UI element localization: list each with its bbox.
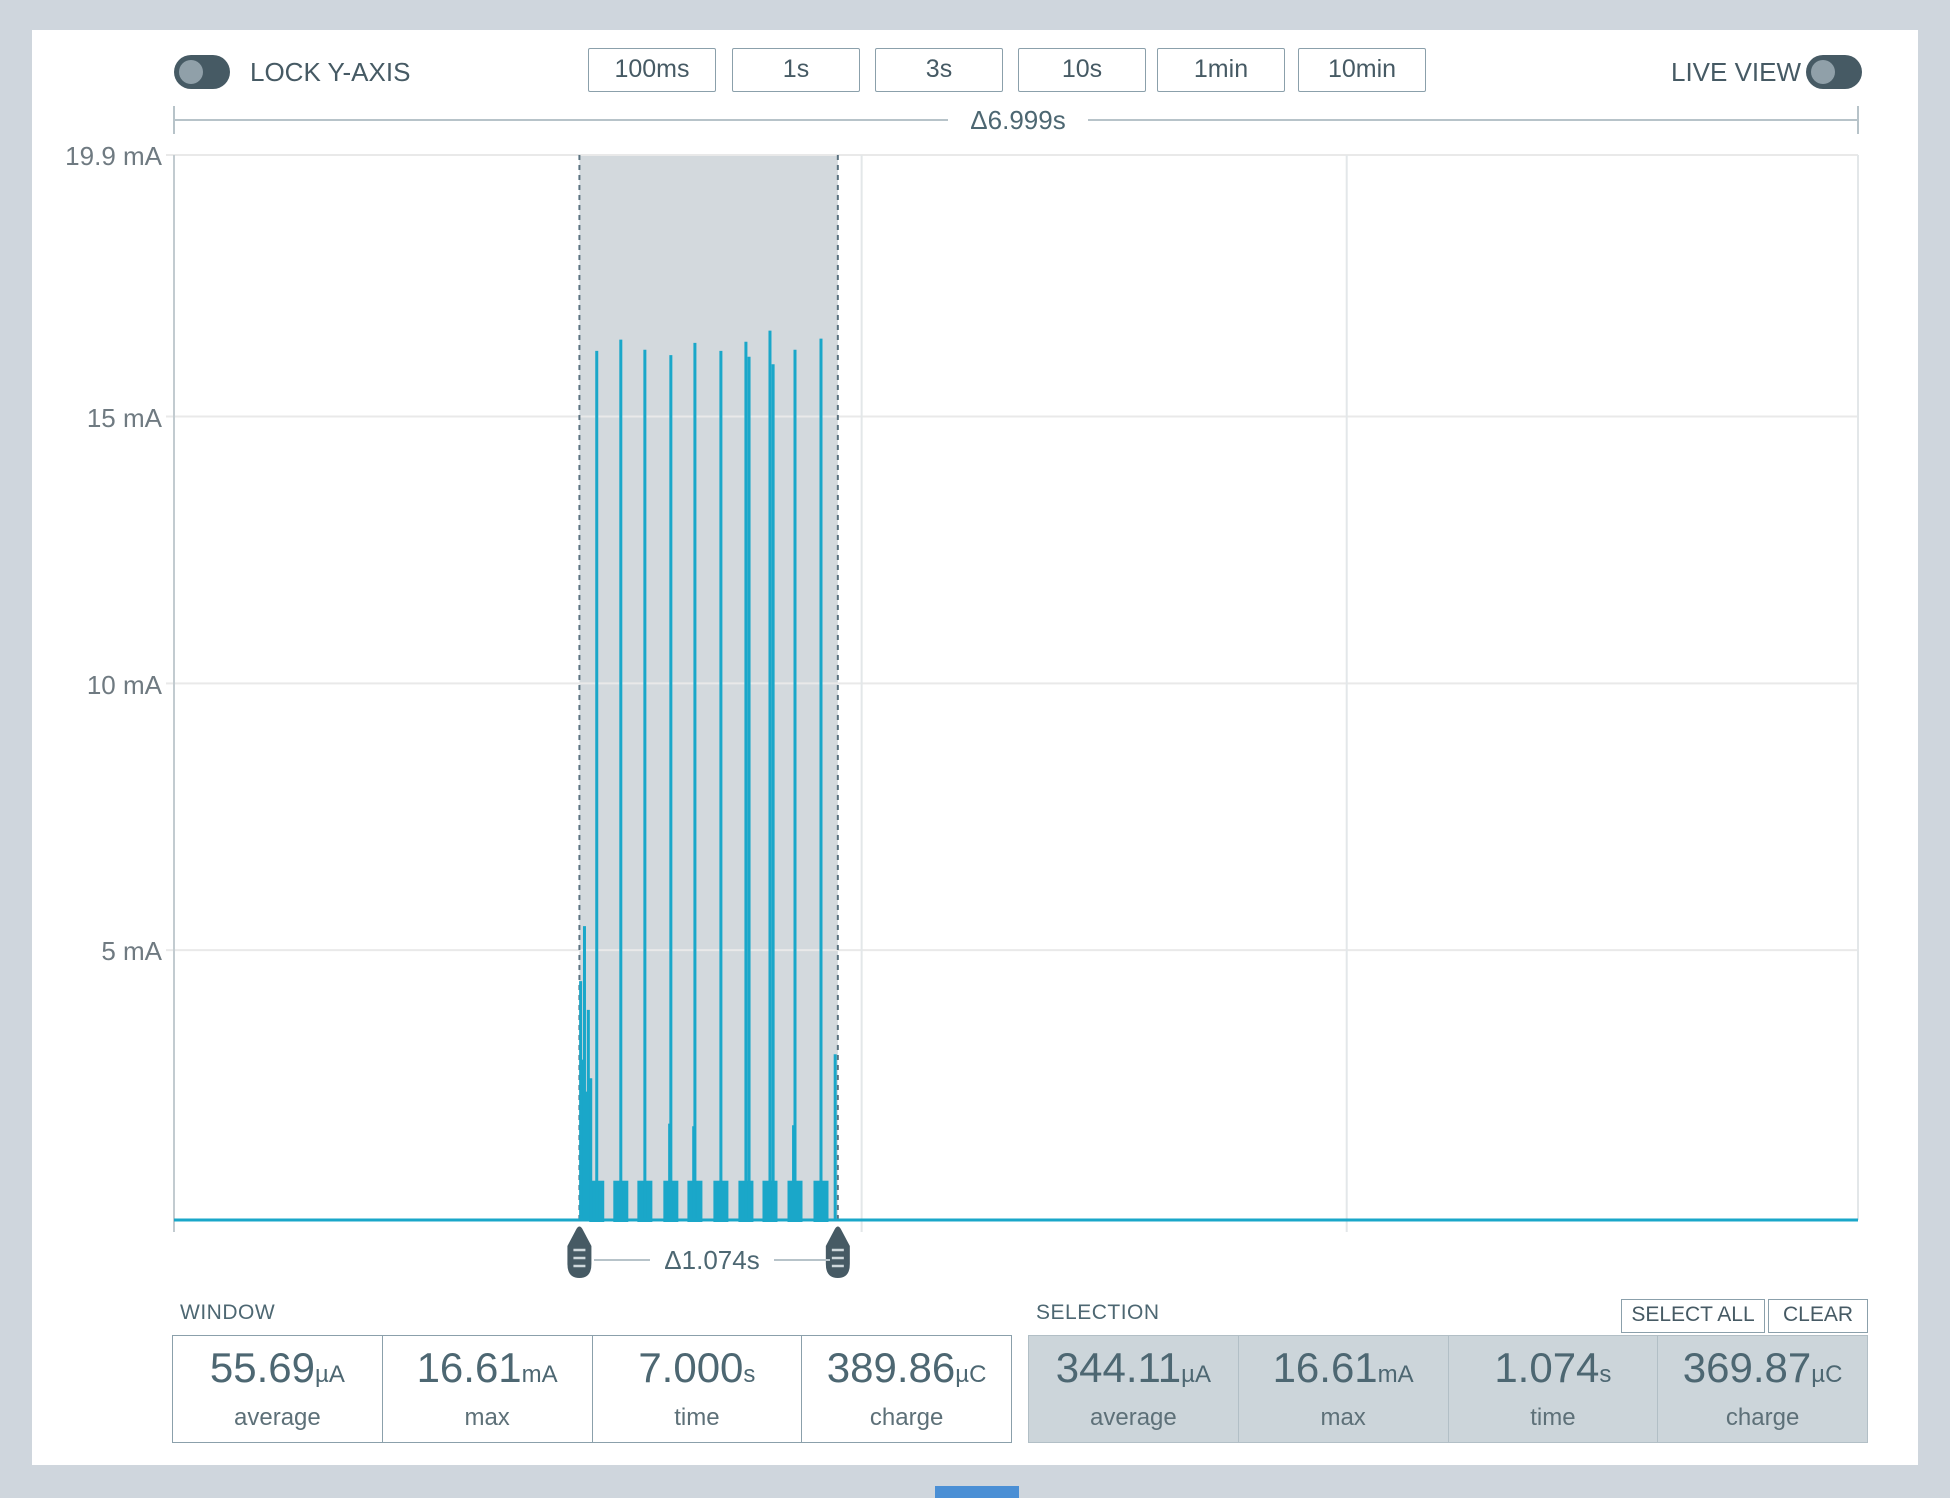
main-panel (32, 30, 1918, 1465)
window-stat-max: 16.61mA max (381, 1336, 592, 1442)
stat-label: max (1320, 1404, 1366, 1431)
window-button-1min[interactable]: 1min (1157, 48, 1285, 92)
selection-stat-time: 1.074s time (1447, 1336, 1658, 1442)
selection-handle-left[interactable] (567, 1226, 592, 1279)
stat-value: 369.87 (1682, 1344, 1812, 1391)
stat-label: average (1090, 1404, 1177, 1431)
stat-unit: µC (955, 1361, 987, 1388)
toggle-knob-icon (1811, 60, 1835, 84)
stat-value: 7.000 (638, 1344, 744, 1391)
stat-label: time (674, 1404, 720, 1431)
selection-stats-panel: 344.11µA average 16.61mA max 1.074s time… (1028, 1335, 1868, 1443)
stat-label: max (464, 1404, 510, 1431)
delta-connector-line (773, 1259, 830, 1261)
bottom-scroll-indicator[interactable] (935, 1486, 1019, 1498)
window-stat-charge: 389.86µC charge (801, 1336, 1011, 1442)
selection-delta-label: Δ1.074s (664, 1244, 760, 1275)
y-axis-tick-label: 15 mA (86, 403, 162, 433)
y-axis-tick-label: 5 mA (101, 936, 162, 966)
stat-label: charge (1725, 1404, 1800, 1431)
window-stats-title: WINDOW (180, 1301, 276, 1324)
stat-value: 344.11 (1055, 1344, 1182, 1391)
select-all-button[interactable]: SELECT ALL (1621, 1299, 1765, 1333)
stat-unit: s (1599, 1361, 1612, 1388)
window-button-10s[interactable]: 10s (1018, 48, 1146, 92)
window-button-100ms[interactable]: 100ms (588, 48, 716, 92)
lock-y-axis-toggle[interactable] (174, 55, 230, 89)
stat-value: 16.61 (1272, 1344, 1378, 1391)
toggle-knob-icon (179, 60, 203, 84)
y-axis-tick-label: 10 mA (86, 670, 162, 700)
selection-stat-charge: 369.87µC charge (1657, 1336, 1867, 1442)
clear-button[interactable]: CLEAR (1768, 1299, 1868, 1333)
selection-region[interactable] (579, 155, 838, 1221)
window-stats-panel: 55.69µA average 16.61mA max 7.000s time … (172, 1335, 1012, 1443)
stat-value: 1.074 (1494, 1344, 1600, 1391)
stat-unit: mA (521, 1361, 558, 1388)
selection-stat-max: 16.61mA max (1237, 1336, 1448, 1442)
delta-connector-line (594, 1259, 651, 1261)
live-view-toggle[interactable] (1806, 55, 1862, 89)
stat-unit: µA (315, 1361, 345, 1388)
stat-label: average (234, 1404, 321, 1431)
window-stat-time: 7.000s time (591, 1336, 802, 1442)
stat-unit: µA (1181, 1361, 1211, 1388)
stat-value: 16.61 (416, 1344, 522, 1391)
selection-delta: Δ1.074s (594, 1245, 830, 1275)
lock-y-axis-label: LOCK Y-AXIS (250, 57, 411, 87)
y-axis-tick-label: 19.9 mA (65, 141, 162, 171)
window-stat-average: 55.69µA average (173, 1336, 382, 1442)
window-button-10min[interactable]: 10min (1298, 48, 1426, 92)
selection-stats-title: SELECTION (1036, 1301, 1160, 1324)
stat-unit: s (743, 1361, 756, 1388)
stat-unit: mA (1377, 1361, 1414, 1388)
window-button-3s[interactable]: 3s (875, 48, 1003, 92)
stat-unit: µC (1811, 1361, 1843, 1388)
window-button-1s[interactable]: 1s (732, 48, 860, 92)
window-delta-label: Δ6.999s (948, 104, 1088, 136)
selection-stat-average: 344.11µA average (1029, 1336, 1238, 1442)
stat-value: 389.86 (826, 1344, 956, 1391)
stat-value: 55.69 (209, 1344, 315, 1391)
stat-label: charge (869, 1404, 944, 1431)
stat-label: time (1530, 1404, 1576, 1431)
live-view-label: LIVE VIEW (1671, 57, 1802, 87)
